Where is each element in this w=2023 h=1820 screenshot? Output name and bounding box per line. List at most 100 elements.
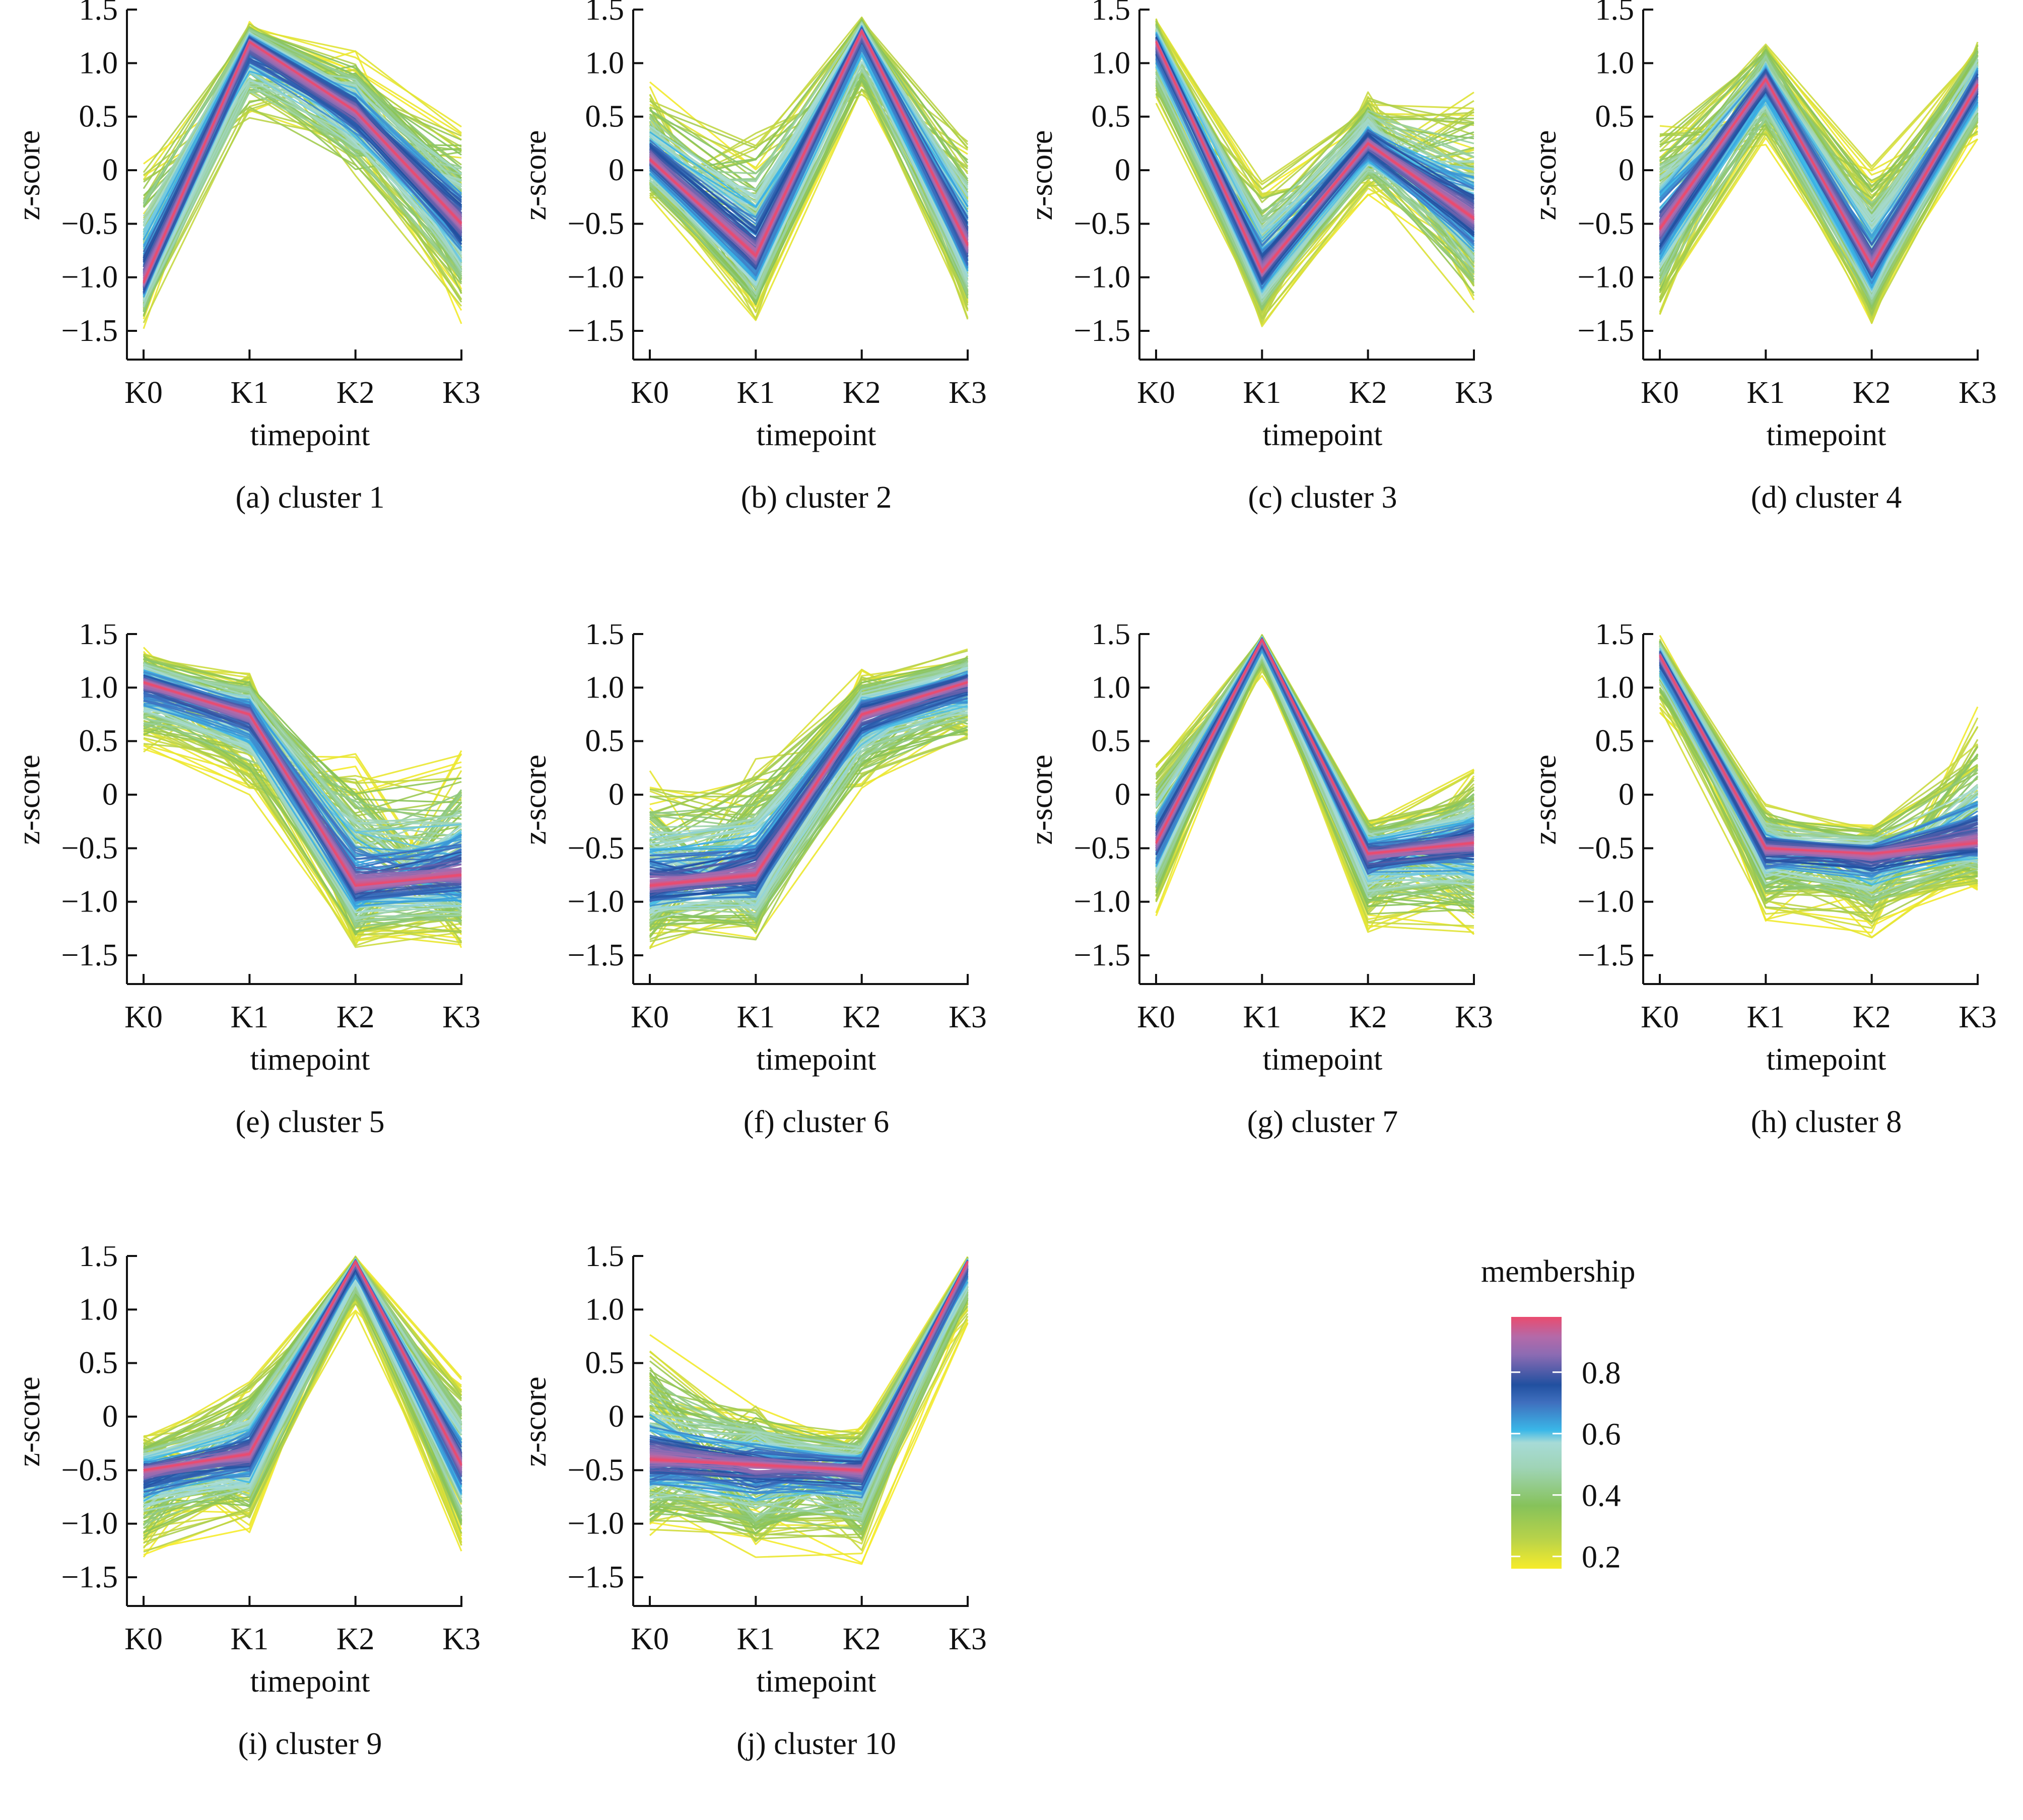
x-tick-label: K0	[1641, 1000, 1679, 1034]
y-tick-label: −1.0	[61, 260, 118, 295]
x-tick-label: K3	[1455, 1000, 1493, 1034]
y-tick-label: 0	[1115, 153, 1130, 187]
profile-line	[1155, 41, 1474, 273]
x-axis-title: timepoint	[757, 418, 876, 452]
x-tick-label: K0	[1137, 1000, 1175, 1034]
y-tick-label: −0.5	[1578, 831, 1634, 865]
profile-lines	[1659, 41, 1979, 324]
x-tick-label: K1	[736, 376, 775, 410]
y-tick-label: −1.5	[61, 938, 118, 972]
profile-line	[143, 720, 462, 932]
x-tick-label: K2	[336, 376, 375, 410]
profile-lines	[1155, 634, 1475, 935]
y-tick-label: 0.5	[79, 724, 118, 758]
y-tick-label: 0.5	[79, 1346, 118, 1380]
panel-caption: (h) cluster 8	[1751, 1105, 1902, 1139]
cluster-plot: 1.5 1.0 0.5 0 −0.5 −1.0 −1.5K0 K1 K2 K3 z-score tim…	[518, 624, 987, 1139]
y-axis-title: z-score	[12, 755, 46, 845]
y-tick-label: 0	[102, 153, 118, 187]
x-tick-label: K2	[843, 1000, 881, 1034]
cluster-panel: 1.5 1.0 0.5 0 −0.5 −1.0 −1.5 K0 K1 K2 K3 z-score tim…	[0, 624, 504, 1168]
profile-line	[649, 1322, 969, 1558]
x-tick-label: K1	[230, 1622, 268, 1656]
x-tick-label: K3	[442, 376, 481, 410]
y-tick-label: −1.0	[1578, 260, 1634, 295]
x-tick-label: K0	[631, 1622, 669, 1656]
y-tick-label: 1.5	[79, 1246, 118, 1273]
x-axis-title: timepoint	[250, 1664, 370, 1699]
y-tick-label: −1.0	[568, 885, 624, 919]
y-tick-label: −1.5	[568, 314, 624, 348]
x-tick-label: K2	[1853, 376, 1891, 410]
y-tick-label: 1.5	[79, 0, 118, 27]
y-tick-label: 0.5	[1092, 100, 1131, 134]
x-tick-label: K0	[124, 1000, 163, 1034]
y-tick-label: −1.0	[1578, 885, 1634, 919]
profile-line	[143, 668, 462, 804]
cluster-panel: 1.5 1.0 0.5 0 −0.5 −1.0 −1.5 K0 K1 K2 K3 z-score tim…	[1013, 0, 1516, 544]
profile-lines	[143, 21, 462, 329]
y-tick-label: −0.5	[568, 1453, 624, 1487]
y-tick-label: 1.5	[1595, 624, 1635, 651]
profile-line	[143, 724, 462, 926]
profile-lines	[649, 1256, 969, 1565]
y-tick-label: 1.0	[79, 46, 118, 80]
cluster-plot: 1.5 1.0 0.5 0 −0.5 −1.0 −1.5K0 K1 K2 K3 z-score tim…	[1025, 0, 1493, 515]
cluster-panel: 1.5 1.0 0.5 0 −0.5 −1.0 −1.5 K0 K1 K2 K3 z-score tim…	[0, 0, 504, 544]
y-tick-label: 0.5	[1595, 100, 1635, 134]
y-tick-label: 1.0	[79, 1292, 118, 1326]
x-tick-label: K0	[1641, 376, 1679, 410]
x-tick-label: K0	[124, 1622, 163, 1656]
colorbar-gradient	[1511, 1317, 1562, 1569]
profile-line	[143, 29, 462, 205]
y-tick-label: 1.5	[1595, 0, 1635, 27]
cluster-panel: 1.5 1.0 0.5 0 −0.5 −1.0 −1.5 K0 K1 K2 K3 z-score tim…	[506, 1246, 1010, 1790]
panel-caption: (c) cluster 3	[1248, 480, 1397, 515]
cluster-plot: 1.5 1.0 0.5 0 −0.5 −1.0 −1.5K0 K1 K2 K3 z-score tim…	[518, 0, 987, 515]
y-tick-label: 0.5	[585, 100, 625, 134]
colorbar-ticks: 0.8 0.6 0.4 0.2	[1511, 1356, 1621, 1575]
y-tick-label: −1.0	[61, 1507, 118, 1541]
colorbar-tick-label: 0.2	[1582, 1541, 1621, 1575]
y-tick-label: 1.5	[1092, 624, 1131, 651]
profile-line	[649, 1295, 969, 1531]
y-tick-label: 0	[1115, 778, 1130, 812]
cluster-plot: 1.5 1.0 0.5 0 −0.5 −1.0 −1.5K0 K1 K2 K3 z-score tim…	[12, 1246, 481, 1761]
profile-line	[1659, 655, 1978, 855]
profile-line	[143, 681, 462, 887]
x-tick-label: K1	[230, 376, 268, 410]
cluster-panel: 1.5 1.0 0.5 0 −0.5 −1.0 −1.5 K0 K1 K2 K3 z-score tim…	[1516, 624, 2020, 1168]
profile-lines	[143, 647, 462, 948]
y-tick-label: 0	[1619, 778, 1634, 812]
y-tick-label: −1.5	[1578, 938, 1634, 972]
y-tick-label: 0	[1619, 153, 1634, 187]
profile-line	[143, 1281, 462, 1506]
panel-caption: (j) cluster 10	[736, 1727, 896, 1761]
profile-line	[143, 1257, 462, 1444]
x-tick-label: K2	[843, 376, 881, 410]
y-axis-title: z-score	[12, 1377, 46, 1467]
x-axis-title: timepoint	[250, 418, 370, 452]
y-tick-label: −1.0	[1074, 260, 1130, 295]
profile-line	[1155, 645, 1474, 872]
y-tick-label: −0.5	[61, 206, 118, 241]
profile-line	[143, 41, 462, 283]
colorbar-svg: membership 0.8 0.6 0.4 0.2	[1481, 1254, 1636, 1575]
y-tick-label: 0.5	[1092, 724, 1131, 758]
y-tick-label: −1.0	[61, 885, 118, 919]
y-tick-label: −1.5	[568, 938, 624, 972]
cluster-plot: 1.5 1.0 0.5 0 −0.5 −1.0 −1.5K0 K1 K2 K3 z-score tim…	[12, 0, 481, 515]
y-tick-label: −1.5	[61, 314, 118, 348]
x-tick-label: K1	[1746, 376, 1785, 410]
y-tick-label: 0.5	[1595, 724, 1635, 758]
profile-line	[143, 696, 462, 894]
cluster-plot: 1.5 1.0 0.5 0 −0.5 −1.0 −1.5K0 K1 K2 K3 z-score tim…	[1528, 0, 1997, 515]
profile-lines	[649, 648, 969, 949]
x-axis-title: timepoint	[1263, 418, 1383, 452]
x-tick-label: K0	[631, 376, 669, 410]
x-tick-label: K3	[1455, 376, 1493, 410]
membership-colorbar-legend: membership 0.8 0.6 0.4 0.2	[1471, 1239, 1773, 1652]
profile-line	[1659, 640, 1979, 830]
y-tick-label: −1.5	[1074, 938, 1130, 972]
y-tick-label: 1.0	[79, 670, 118, 705]
